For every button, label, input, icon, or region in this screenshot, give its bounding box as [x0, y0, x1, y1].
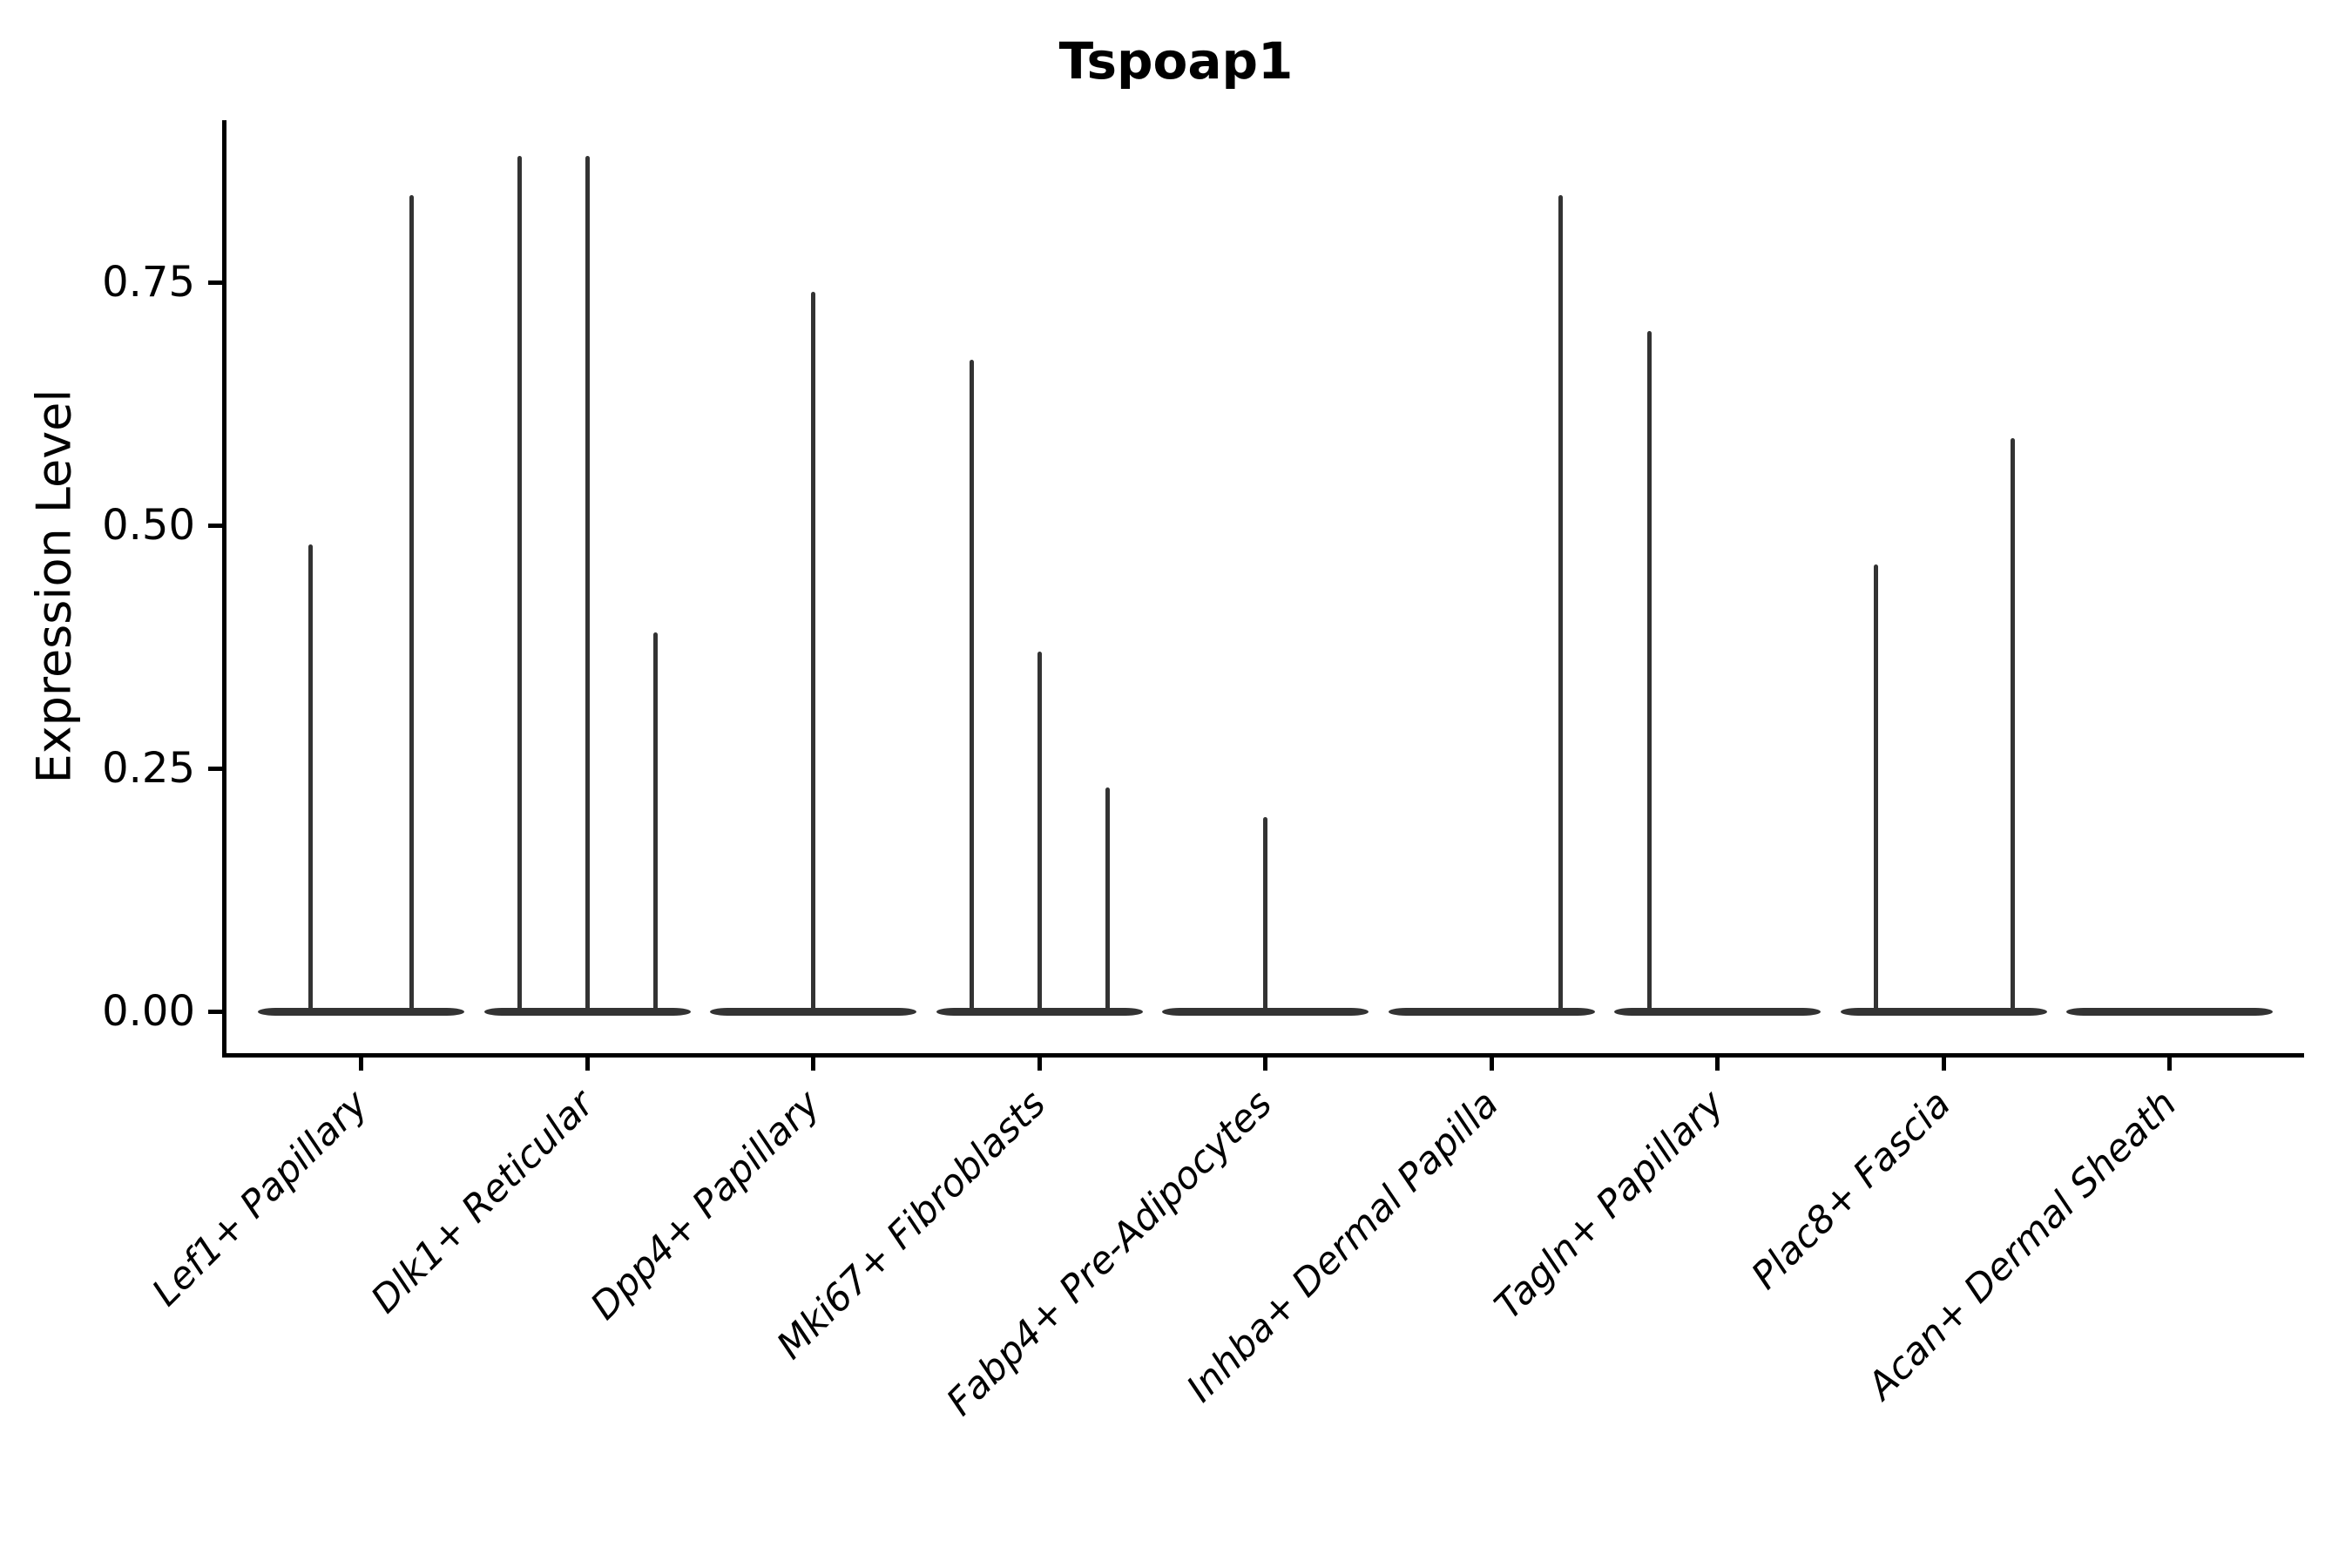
violin-base	[258, 1007, 464, 1016]
violin-spike	[1263, 816, 1267, 1013]
violin-base	[1614, 1007, 1821, 1016]
violin-spike	[1647, 330, 1652, 1013]
x-tick	[811, 1053, 815, 1071]
y-tick	[208, 280, 224, 285]
y-axis-label: Expression Level	[26, 389, 82, 784]
plot-title: Tspoap1	[1058, 31, 1294, 91]
x-tick	[2167, 1053, 2172, 1071]
violin-spike	[308, 544, 313, 1013]
violin-spike	[969, 360, 974, 1013]
violin-spike	[517, 155, 522, 1013]
violin-spike	[2010, 437, 2015, 1013]
y-tick-label: 0.00	[102, 987, 195, 1036]
x-tick	[1263, 1053, 1267, 1071]
violin-spike	[1105, 787, 1110, 1013]
violin-spike	[652, 632, 658, 1013]
x-tick-label: Dpp4+ Papillary	[582, 1082, 829, 1328]
x-tick	[1037, 1053, 1042, 1071]
x-tick-label: Plac8+ Fascia	[1742, 1082, 1959, 1299]
violin-spike	[1873, 564, 1878, 1013]
x-tick-label: Tagln+ Papillary	[1486, 1082, 1734, 1328]
x-tick	[1489, 1053, 1494, 1071]
violin-base	[1840, 1007, 2047, 1016]
violin-spike	[1037, 652, 1042, 1013]
y-tick	[208, 766, 224, 771]
y-tick-label: 0.75	[102, 258, 195, 307]
x-tick-label: Lef1+ Papillary	[144, 1082, 377, 1315]
y-tick	[208, 523, 224, 528]
violin-spike	[1558, 194, 1563, 1013]
violin-spike	[811, 292, 815, 1013]
y-tick	[208, 1009, 224, 1014]
y-tick-label: 0.25	[102, 744, 195, 793]
violin-spike	[585, 155, 590, 1013]
y-axis-line	[222, 120, 226, 1058]
x-tick	[359, 1053, 363, 1071]
violin-base	[2066, 1007, 2273, 1016]
x-tick	[1715, 1053, 1720, 1071]
violin-spike	[409, 194, 414, 1013]
x-tick	[1941, 1053, 1946, 1071]
x-tick-label: Dlk1+ Reticular	[362, 1082, 603, 1322]
y-tick-label: 0.50	[102, 501, 195, 550]
x-tick	[585, 1053, 590, 1071]
violin-base	[1388, 1007, 1595, 1016]
